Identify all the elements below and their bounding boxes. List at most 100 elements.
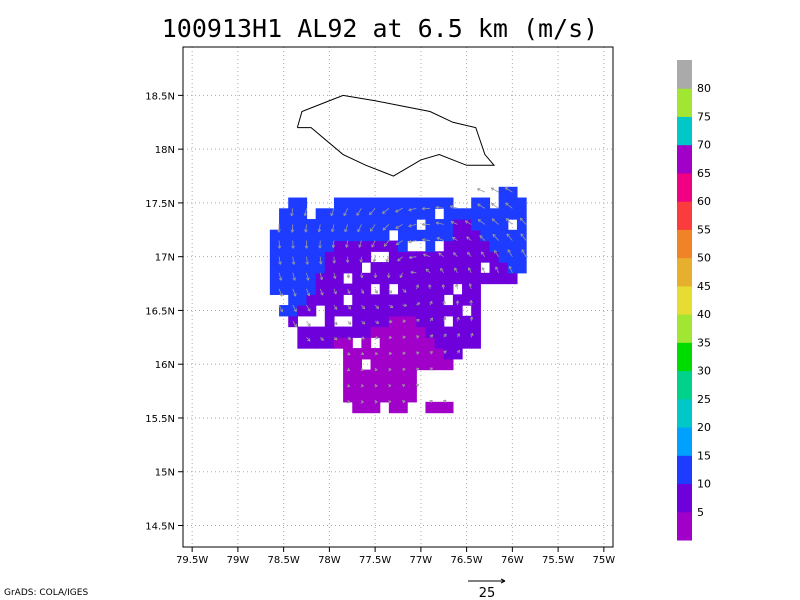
speed-cell [379,358,390,371]
wind-vector [450,221,458,225]
speed-cell [352,401,363,414]
colorbar-swatch [677,511,692,541]
colorbar-label: 15 [697,449,711,462]
speed-cell [269,240,280,252]
colorbar-label: 30 [697,365,711,378]
wind-vector-head [388,335,392,340]
wind-vector-head [454,267,458,271]
x-tick-label: 75W [593,555,616,566]
wind-vector [466,236,472,241]
speed-cell [343,208,353,220]
speed-cell [507,208,518,220]
speed-cell [434,272,445,285]
speed-cell [507,262,518,274]
wind-vector [505,218,513,225]
wind-vector-head [382,227,386,231]
reference-arrow-head [500,578,506,584]
wind-vector [374,288,378,294]
speed-cell [297,283,308,295]
speed-cell [361,326,372,338]
wind-vector-head [346,383,351,388]
speed-cell [416,283,427,295]
speed-cell [416,208,427,220]
speed-cell [306,326,317,338]
speed-cell [425,240,436,252]
wind-vector-head [372,259,377,263]
speed-cell [407,391,417,403]
wind-vector [395,224,403,229]
wind-vector [371,240,376,248]
speed-cell [471,197,481,209]
speed-cell [480,272,491,285]
wind-vector-head [455,300,460,304]
wind-vector-head [423,253,427,257]
wind-vector [453,252,458,257]
wind-vector-head [403,303,407,308]
wind-vector [306,288,310,297]
speed-cell [343,197,353,209]
speed-cell [452,272,463,285]
speed-cell [407,294,417,306]
speed-cell [434,337,445,349]
speed-cell [352,348,363,360]
wind-vector-head [442,300,446,304]
wind-vector-head [290,213,294,217]
speed-cell [269,272,280,285]
wind-vector-head [395,209,399,213]
wind-vector [467,252,472,257]
speed-cell [407,219,417,231]
wind-vector [361,272,363,278]
wind-vector-head [388,400,392,404]
speed-cell [443,358,454,371]
speed-cell [452,348,463,360]
wind-vector-head [408,208,412,212]
wind-vector-head [429,351,434,355]
speed-cell [324,219,335,231]
wind-vector-head [388,367,392,372]
wind-vector-head [389,304,394,309]
wind-vector [383,240,390,247]
wind-vector [343,208,349,217]
speed-cell [315,326,326,338]
wind-vector-head [443,333,447,337]
speed-cell [471,219,481,231]
speed-cell [434,401,445,414]
wind-vector [465,220,472,225]
speed-cell [434,283,445,295]
wind-vector-head [293,308,297,313]
wind-vector-head [504,187,509,191]
wind-vector-head [477,219,482,223]
speed-cell [361,197,372,209]
speed-cell [443,197,454,209]
reference-vector: 25 [468,578,506,600]
speed-cell [388,240,399,252]
wind-vector [332,240,335,248]
wind-vector-head [395,225,399,229]
x-tick-label: 75.5W [542,555,574,566]
wind-vector [356,208,362,216]
speed-cell [443,337,454,349]
speed-cell [279,283,289,295]
speed-cell [306,283,317,295]
wind-vector [507,249,513,257]
wind-vector-head [415,335,420,339]
speed-cell [315,229,326,242]
speed-cell [452,229,463,242]
wind-vector [333,272,336,279]
wind-vector-head [519,217,524,222]
speed-cell [343,358,353,371]
x-tick-label: 76W [501,555,524,566]
speed-cell [361,337,372,349]
speed-cell [425,401,436,414]
wind-vector [438,252,444,258]
speed-cell [407,337,417,349]
wind-vector [491,218,499,225]
wind-vector-head [307,308,311,312]
y-tick-label: 17.5N [145,199,175,210]
wind-vector [479,235,486,241]
speed-cell [398,272,408,285]
speed-cell [443,326,454,338]
speed-cell [489,219,500,231]
speed-cell [352,219,363,231]
colorbar-swatch [677,370,692,400]
